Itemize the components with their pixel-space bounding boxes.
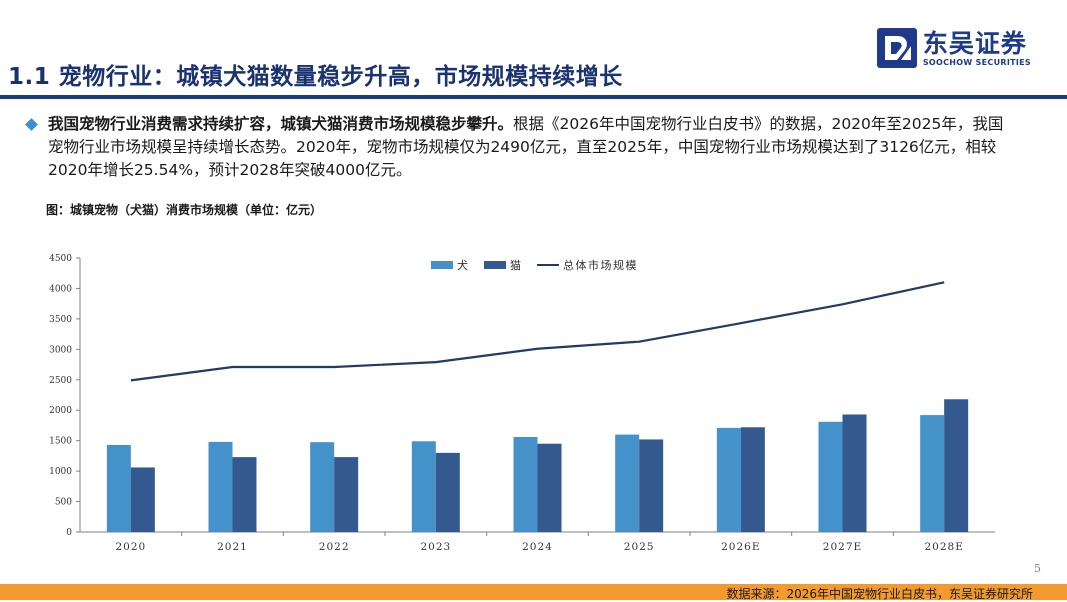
x-tick-label: 2020 — [115, 541, 146, 553]
diamond-bullet-icon — [25, 118, 38, 131]
legend-label: 猫 — [510, 259, 523, 272]
total-market-line — [130, 281, 945, 382]
intro-lead: 我国宠物行业消费需求持续扩容，城镇犬猫消费市场规模稳步攀升。 — [48, 115, 514, 133]
bar-dog — [208, 441, 233, 532]
bar-cat — [435, 452, 460, 532]
title-divider — [0, 95, 1067, 99]
bar-cat — [944, 399, 969, 532]
bar-cat — [639, 439, 664, 532]
bar-dog — [411, 441, 436, 532]
y-tick-label: 3000 — [49, 345, 72, 355]
x-tick-label: 2023 — [420, 541, 451, 553]
page-title: 1.1 宠物行业：城镇犬猫数量稳步升高，市场规模持续增长 — [8, 64, 623, 90]
legend-swatch — [484, 261, 506, 269]
footer-bar — [0, 584, 1067, 600]
market-size-chart: 0 500 1000 1500 2000 2500 3000 3500 4000 4500 2020… — [49, 254, 995, 553]
bar-cat — [232, 457, 257, 532]
page-number: 5 — [1034, 562, 1041, 575]
logo-name-cn: 东吴证券 — [922, 28, 1027, 58]
bar-cat — [740, 427, 765, 532]
x-tick-label: 2025 — [624, 541, 655, 553]
y-tick-label: 0 — [66, 528, 72, 538]
intro-paragraph: 我国宠物行业消费需求持续扩容，城镇犬猫消费市场规模稳步攀升。根据《2026年中国… — [48, 113, 1008, 182]
legend-label: 犬 — [457, 258, 470, 272]
bar-cat — [130, 467, 155, 532]
y-tick-label: 3500 — [49, 315, 72, 325]
logo-name-en: SOOCHOW SECURITIES — [922, 57, 1031, 67]
x-tick-label: 2022 — [319, 541, 350, 553]
x-tick-label: 2028E — [924, 541, 963, 553]
y-tick-label: 500 — [55, 498, 72, 508]
y-tick-label: 1000 — [49, 467, 72, 477]
bar-cat — [334, 457, 359, 532]
bar-dog — [920, 415, 945, 532]
bar-cat — [537, 443, 562, 532]
logo-mark-icon — [876, 28, 917, 68]
bar-cat — [842, 414, 867, 532]
legend-swatch — [431, 261, 453, 269]
y-tick-label: 2000 — [49, 406, 72, 416]
bar-dog — [106, 444, 131, 532]
bar-dog — [818, 421, 843, 532]
intro-body: 根据《2026年中国宠物行业白皮书》的数据，2020年至2025年，我国宠物行业… — [48, 115, 1004, 179]
bar-dog — [615, 434, 640, 532]
bar-dog — [513, 437, 538, 532]
y-tick-label: 2500 — [49, 376, 72, 386]
company-logo: 东吴证券 SOOCHOW SECURITIES — [875, 26, 1031, 70]
y-tick-label: 4500 — [49, 254, 72, 264]
bar-dog — [716, 427, 741, 532]
chart-caption: 图：城镇宠物（犬猫）消费市场规模（单位：亿元） — [46, 203, 323, 217]
legend-label: 总体市场规模 — [563, 258, 638, 272]
x-tick-label: 2026E — [721, 541, 760, 553]
y-tick-label: 1500 — [49, 437, 72, 447]
y-tick-label: 4000 — [49, 284, 72, 294]
data-source: 数据来源：2026年中国宠物行业白皮书，东吴证券研究所 — [726, 587, 1033, 601]
x-tick-label: 2027E — [823, 541, 862, 553]
bar-dog — [310, 442, 335, 532]
x-tick-label: 2021 — [217, 541, 248, 553]
x-tick-label: 2024 — [522, 541, 553, 553]
